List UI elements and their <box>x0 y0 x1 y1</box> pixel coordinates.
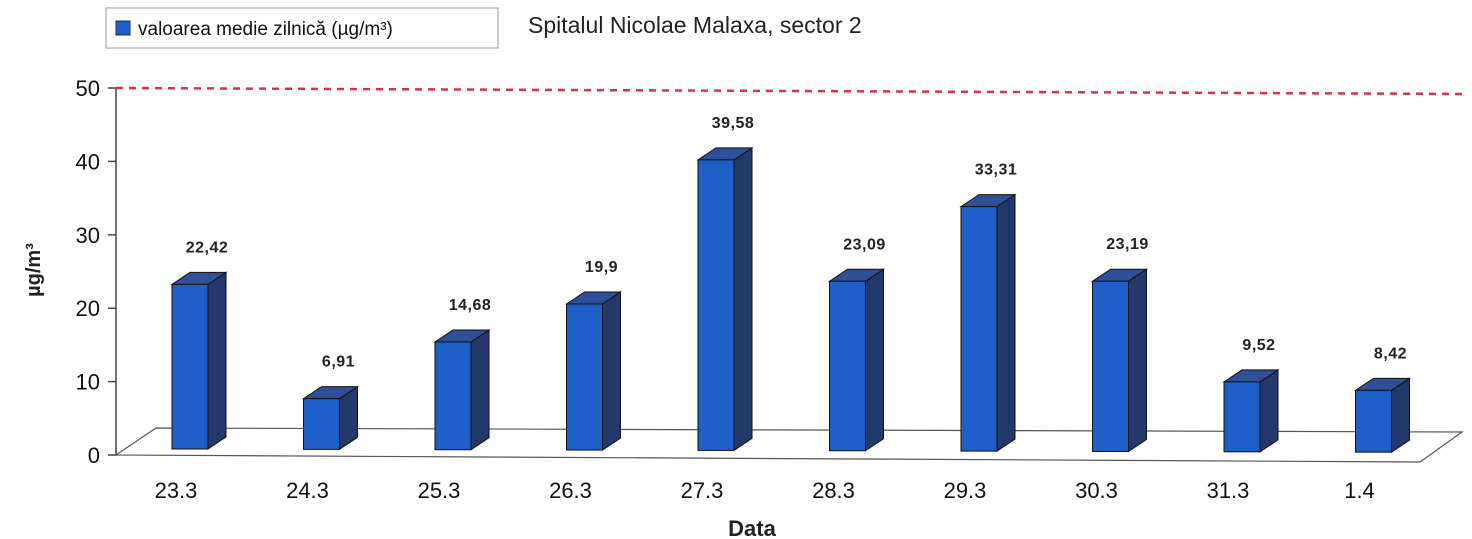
x-tick-label: 27.3 <box>681 478 724 503</box>
data-labels: 22,42 6,91 14,68 19,9 39,58 23,09 33,31 23,19 9,… <box>186 115 1407 371</box>
bar <box>564 291 623 451</box>
bar <box>433 329 491 451</box>
bar <box>301 385 360 451</box>
bar-side <box>1128 268 1147 453</box>
data-label: 22,42 <box>186 239 229 256</box>
data-label: 14,68 <box>449 297 492 314</box>
bar <box>696 146 754 452</box>
bar <box>170 271 228 450</box>
bar-side <box>1259 368 1279 453</box>
bar-front <box>1223 381 1261 453</box>
bar <box>1353 377 1412 454</box>
bar-side <box>865 268 884 452</box>
reference-line <box>115 86 1469 96</box>
bar-side <box>602 291 621 451</box>
bar-front <box>960 206 998 452</box>
bar <box>959 193 1017 453</box>
bar <box>827 268 886 452</box>
bar <box>1222 368 1280 453</box>
y-tick-label: 40 <box>76 149 100 174</box>
legend: valoarea medie zilnică (µg/m³) <box>105 7 499 49</box>
x-tick-label: 26.3 <box>549 478 592 503</box>
x-tick-label: 29.3 <box>944 478 987 503</box>
data-label: 33,31 <box>975 162 1018 179</box>
bar-side <box>996 193 1016 453</box>
y-tick-label: 50 <box>76 76 100 101</box>
data-label: 9,52 <box>1242 337 1275 354</box>
x-axis-label: Data <box>728 516 776 539</box>
legend-box <box>105 7 499 49</box>
data-label: 23,09 <box>843 236 886 253</box>
legend-swatch <box>115 20 131 36</box>
category-labels: 23.3 24.3 25.3 26.3 27.3 28.3 29.3 30.3 31.3 1.4 <box>155 478 1375 503</box>
x-tick-label: 25.3 <box>418 478 461 503</box>
bar-front <box>434 341 472 451</box>
data-label: 6,91 <box>322 354 355 371</box>
legend-label: valoarea medie zilnică (µg/m³) <box>138 19 393 40</box>
data-label: 8,42 <box>1374 345 1407 362</box>
bar <box>1090 268 1149 453</box>
bar-side <box>733 146 753 452</box>
chart-title: Spitalul Nicolae Malaxa, sector 2 <box>528 12 862 38</box>
x-tick-label: 1.4 <box>1344 478 1375 503</box>
x-tick-label: 31.3 <box>1207 478 1250 503</box>
y-tick-label: 10 <box>76 370 100 395</box>
bar-side <box>470 329 490 451</box>
reference-line-group <box>115 86 1469 96</box>
x-tick-label: 30.3 <box>1075 478 1118 503</box>
data-label: 23,19 <box>1106 236 1149 253</box>
bar-front <box>1355 389 1392 453</box>
y-ticks: 0 10 20 30 40 50 <box>76 76 116 468</box>
bar-front <box>829 280 866 452</box>
bar-front <box>697 159 735 451</box>
y-tick-label: 30 <box>76 223 100 248</box>
data-label: 39,58 <box>712 115 755 132</box>
x-tick-label: 24.3 <box>286 478 329 503</box>
x-tick-label: 23.3 <box>155 478 198 503</box>
bar-front <box>566 303 603 451</box>
bar-front <box>171 283 209 450</box>
y-axis-label: µg/m³ <box>23 243 45 297</box>
bar-side <box>207 271 227 450</box>
chart-floor <box>114 427 1464 463</box>
y-tick-label: 20 <box>76 296 100 321</box>
x-tick-label: 28.3 <box>812 478 855 503</box>
bars <box>170 146 1412 454</box>
bar-side <box>1391 377 1410 454</box>
bar-front <box>1092 280 1129 452</box>
data-label: 19,9 <box>585 259 618 276</box>
bar-front <box>303 398 340 450</box>
y-tick-label: 0 <box>88 443 100 468</box>
